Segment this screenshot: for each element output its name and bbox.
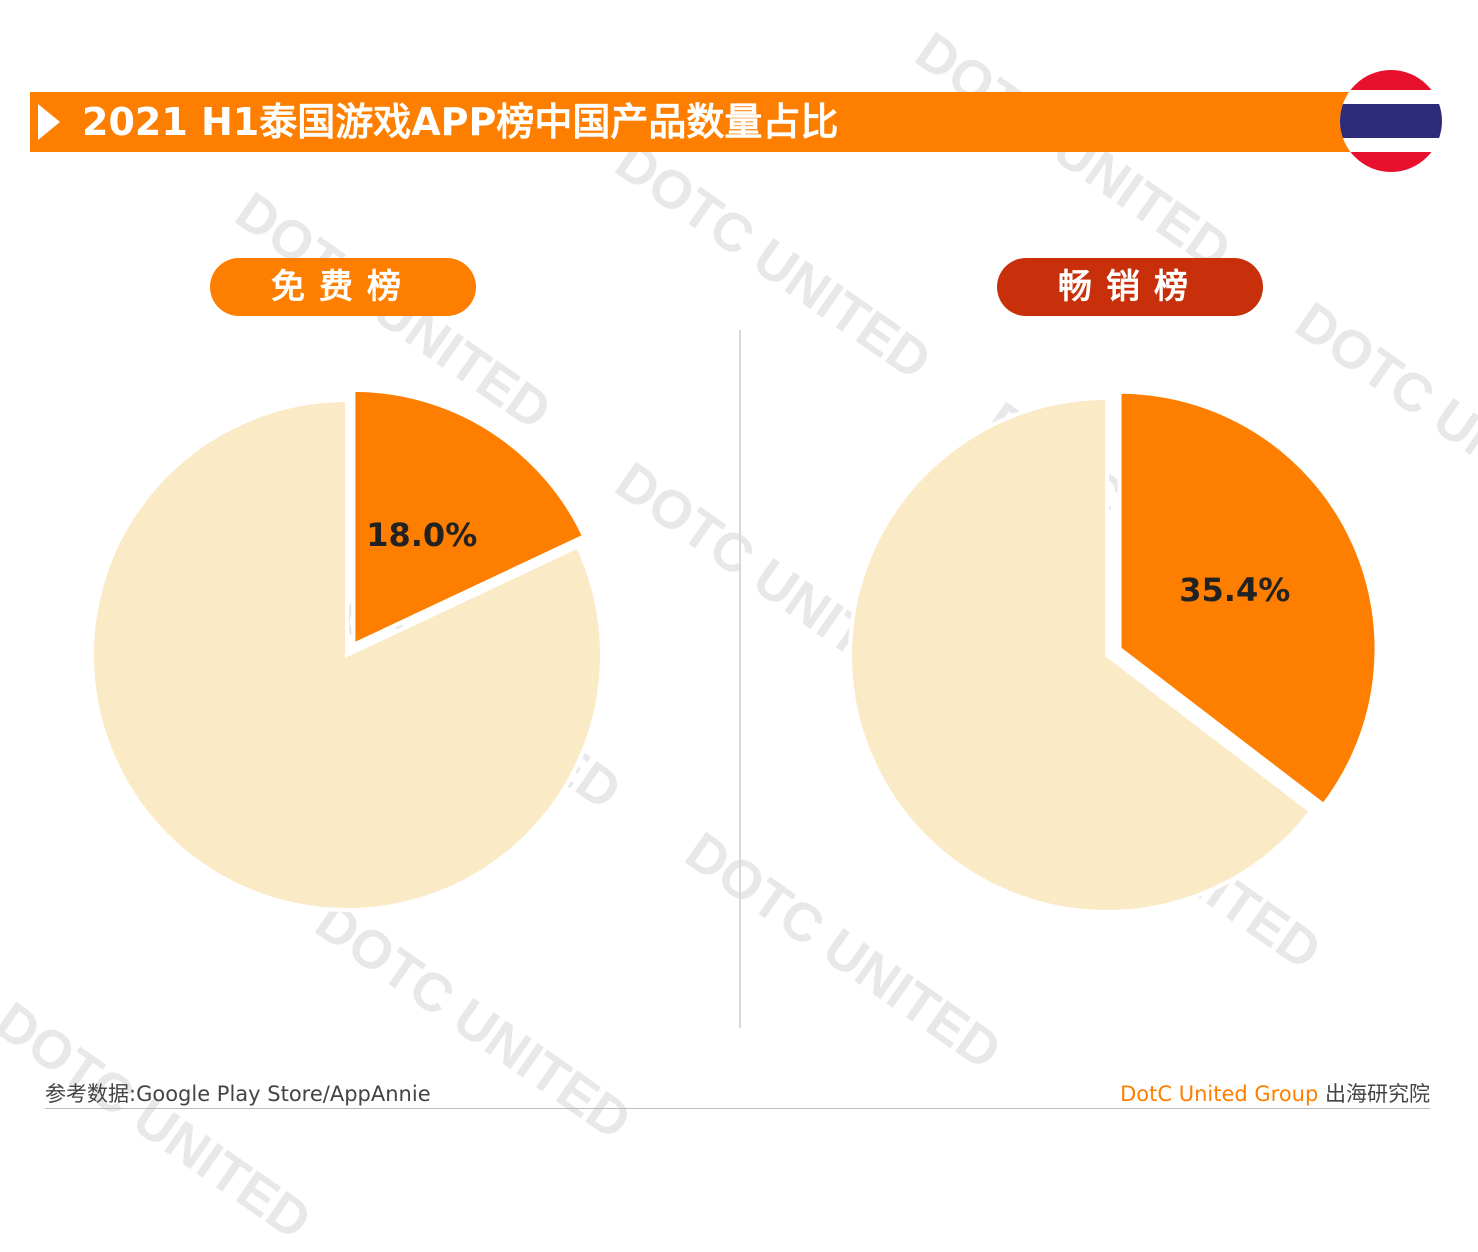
free-chart-title: 免费榜	[210, 258, 476, 316]
page-title: 2021 H1泰国游戏APP榜中国产品数量占比	[82, 100, 839, 144]
brand-credit: DotC United Group 出海研究院	[1120, 1078, 1430, 1108]
title-bar: 2021 H1泰国游戏APP榜中国产品数量占比	[30, 92, 1370, 152]
brand-name: DotC United Group	[1120, 1082, 1319, 1106]
pie-slice-free-0	[351, 387, 587, 649]
thailand-flag-icon	[1340, 70, 1442, 172]
pie-slice-grossing-1	[848, 395, 1314, 914]
divider	[739, 330, 741, 1028]
pie-slice-free-1	[90, 397, 604, 912]
play-arrow-icon	[38, 104, 60, 140]
pie-charts: 18.0% 35.4%	[90, 387, 1379, 914]
grossing-chart-title: 畅销榜	[997, 258, 1263, 316]
pie-label-grossing: 35.4%	[1179, 571, 1290, 609]
pie-label-free: 18.0%	[366, 516, 477, 554]
source-note: 参考数据:Google Play Store/AppAnnie	[45, 1082, 431, 1106]
brand-subtitle: 出海研究院	[1325, 1082, 1430, 1106]
pie-slice-grossing-0	[1117, 389, 1379, 808]
footer-divider	[45, 1108, 1430, 1109]
